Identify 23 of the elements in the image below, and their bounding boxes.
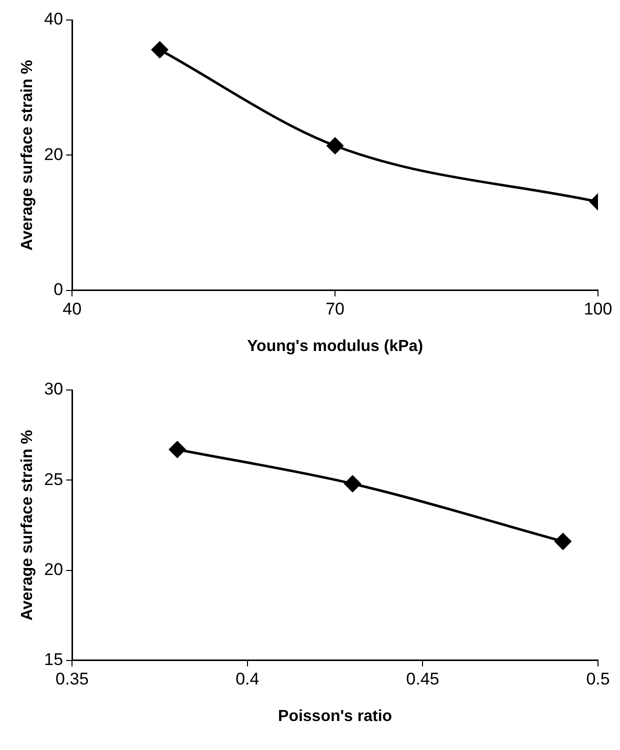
y-tick-label: 40 [44, 10, 64, 29]
y-axis-title: Average surface strain % [19, 430, 36, 621]
x-tick-label: 0.35 [56, 669, 89, 688]
y-tick-label: 20 [44, 560, 64, 579]
point [152, 41, 168, 58]
point [326, 137, 344, 154]
y-tick-label: 30 [44, 380, 64, 399]
y-tick-label: 15 [44, 650, 64, 670]
point [344, 475, 361, 492]
x-tick-label: 0.45 [406, 669, 440, 688]
y-axis-title: Average surface strain % [19, 60, 36, 251]
point [169, 441, 186, 458]
x-tick-label: 100 [584, 299, 612, 318]
y-tick-label: 25 [44, 470, 64, 489]
x-tick-label: 70 [326, 299, 345, 318]
x-axis-title: Poisson's ratio [278, 708, 392, 725]
x-tick-label: 0.5 [586, 669, 610, 688]
x-axis-title: Young's modulus (kPa) [247, 338, 424, 355]
x-tick-label: 0.4 [236, 669, 260, 688]
point [554, 533, 572, 550]
x-tick-label: 40 [62, 299, 82, 318]
y-tick-label: 20 [44, 144, 64, 164]
y-tick-label: 0 [54, 280, 64, 300]
